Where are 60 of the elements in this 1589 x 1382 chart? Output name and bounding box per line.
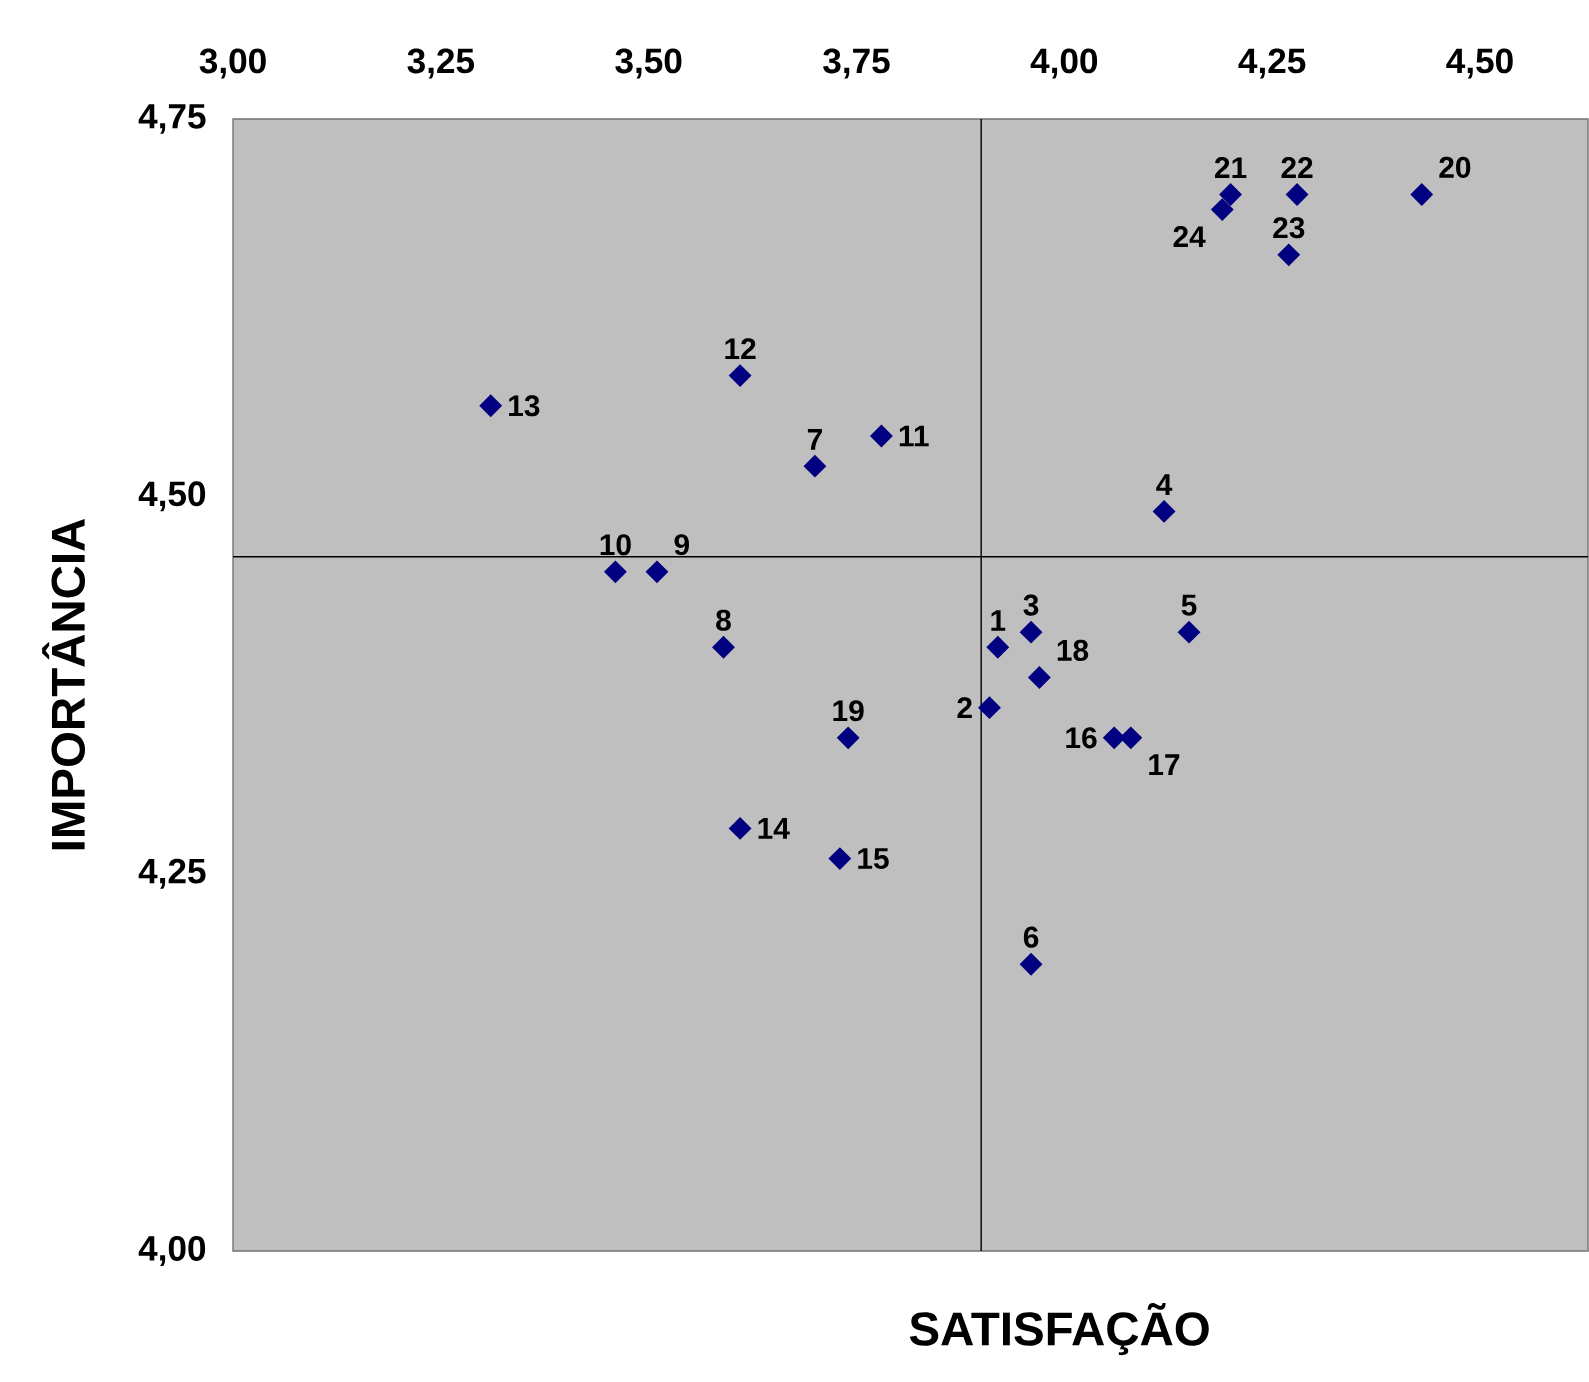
point bbox=[604, 560, 627, 583]
point bbox=[986, 636, 1009, 659]
x-tick-label: 4,00 bbox=[1030, 48, 1098, 79]
annotation: 18 bbox=[1057, 639, 1089, 661]
annotation: 8 bbox=[716, 609, 731, 631]
y-tick-label: 4,75 bbox=[138, 104, 206, 134]
point bbox=[645, 560, 669, 583]
annotation: 3 bbox=[1023, 594, 1039, 616]
point bbox=[728, 364, 752, 387]
point bbox=[1219, 183, 1242, 206]
point bbox=[870, 424, 893, 448]
x-tick-label: 4,50 bbox=[1446, 48, 1513, 79]
point bbox=[712, 636, 735, 659]
point bbox=[828, 847, 851, 870]
point bbox=[978, 696, 1001, 719]
annotation: 24 bbox=[1173, 226, 1206, 247]
annotation: 10 bbox=[600, 534, 631, 556]
annotation: 12 bbox=[725, 338, 756, 360]
annotation: 6 bbox=[1023, 926, 1039, 948]
annotation: 17 bbox=[1149, 754, 1180, 775]
y-tick-label: 4,50 bbox=[138, 481, 206, 512]
x-tick-label: 3,50 bbox=[615, 48, 682, 79]
point bbox=[1285, 183, 1309, 206]
x-tick-label: 3,00 bbox=[199, 48, 266, 79]
x-axis-title: SATISFAÇÃO bbox=[909, 1303, 1209, 1356]
point bbox=[1019, 953, 1043, 976]
point bbox=[837, 726, 860, 749]
annotation: 4 bbox=[1156, 474, 1173, 495]
annotation: 2 bbox=[957, 697, 972, 719]
point bbox=[1028, 666, 1051, 689]
point bbox=[1277, 243, 1300, 266]
x-tick-label: 4,25 bbox=[1238, 48, 1306, 79]
point bbox=[1152, 500, 1176, 523]
annotation: 14 bbox=[758, 818, 790, 839]
annotation: 22 bbox=[1281, 157, 1313, 178]
y-tick-label: 4,25 bbox=[138, 858, 206, 889]
annotation: 19 bbox=[833, 700, 864, 722]
y-axis-title: IMPORTÂNCIA bbox=[42, 518, 86, 850]
x-tick-label: 3,75 bbox=[823, 48, 890, 79]
annotation: 21 bbox=[1215, 157, 1247, 178]
point bbox=[1410, 183, 1433, 206]
annotation: 1 bbox=[991, 610, 1006, 631]
point bbox=[1211, 198, 1234, 221]
point bbox=[479, 394, 502, 417]
point bbox=[1177, 621, 1201, 644]
point bbox=[728, 817, 752, 840]
point bbox=[1119, 726, 1142, 749]
x-tick-label: 3,25 bbox=[407, 48, 475, 79]
annotation: 16 bbox=[1066, 727, 1097, 749]
annotation: 20 bbox=[1439, 156, 1471, 178]
annotation: 15 bbox=[858, 848, 889, 869]
annotation: 7 bbox=[807, 429, 822, 450]
annotation: 13 bbox=[509, 395, 540, 417]
y-tick-label: 4,00 bbox=[138, 1236, 206, 1267]
annotation: 11 bbox=[899, 425, 929, 447]
point bbox=[1019, 621, 1043, 644]
point bbox=[803, 455, 827, 478]
annotation: 9 bbox=[674, 534, 689, 556]
annotation: 5 bbox=[1181, 594, 1197, 616]
annotation: 23 bbox=[1273, 217, 1305, 239]
